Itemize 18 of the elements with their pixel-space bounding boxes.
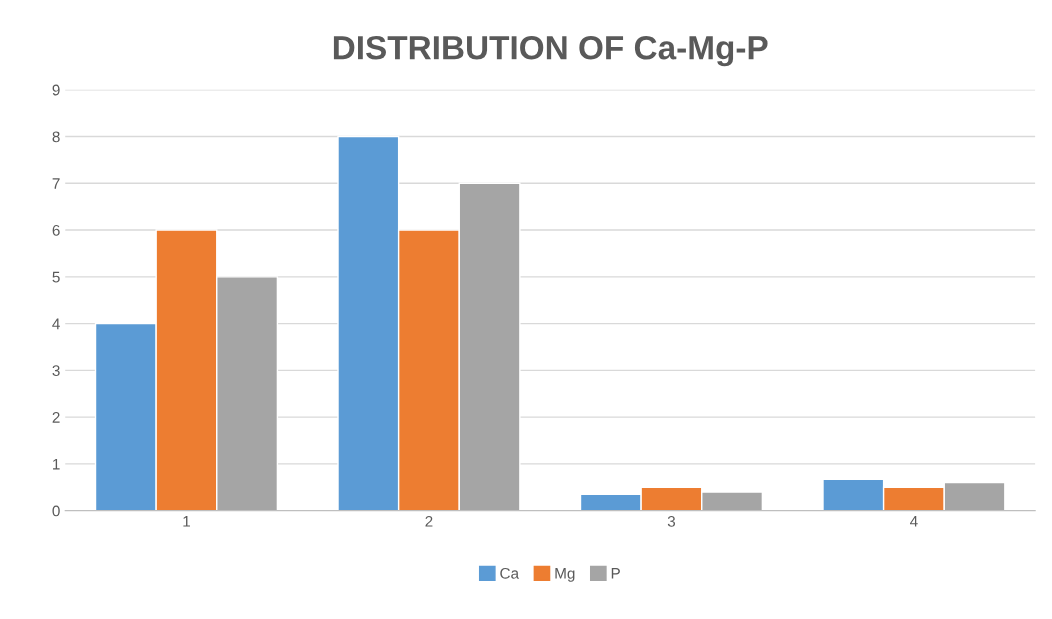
legend-label: P: [611, 568, 620, 579]
y-tick-label: 9: [52, 84, 60, 96]
y-tick-label: 4: [52, 318, 60, 330]
y-tick-label: 6: [52, 224, 60, 236]
y-tick-label: 3: [52, 365, 60, 377]
legend-label: Mg: [555, 568, 575, 582]
x-tick-label: 3: [667, 515, 676, 527]
y-tick-label: 2: [52, 412, 60, 423]
x-tick-label: 1: [183, 516, 190, 527]
y-tick-label: 5: [52, 271, 60, 283]
y-tick-label: 7: [52, 178, 60, 189]
x-tick-label: 2: [425, 515, 433, 527]
legend-label: Ca: [500, 567, 520, 579]
y-tick-label: 1: [53, 458, 60, 470]
y-tick-label: 0: [52, 505, 60, 517]
chart-title: DISTRIBUTION OF Ca-Mg-P: [333, 35, 768, 67]
y-tick-label: 8: [52, 131, 60, 143]
x-tick-label: 4: [910, 516, 918, 527]
